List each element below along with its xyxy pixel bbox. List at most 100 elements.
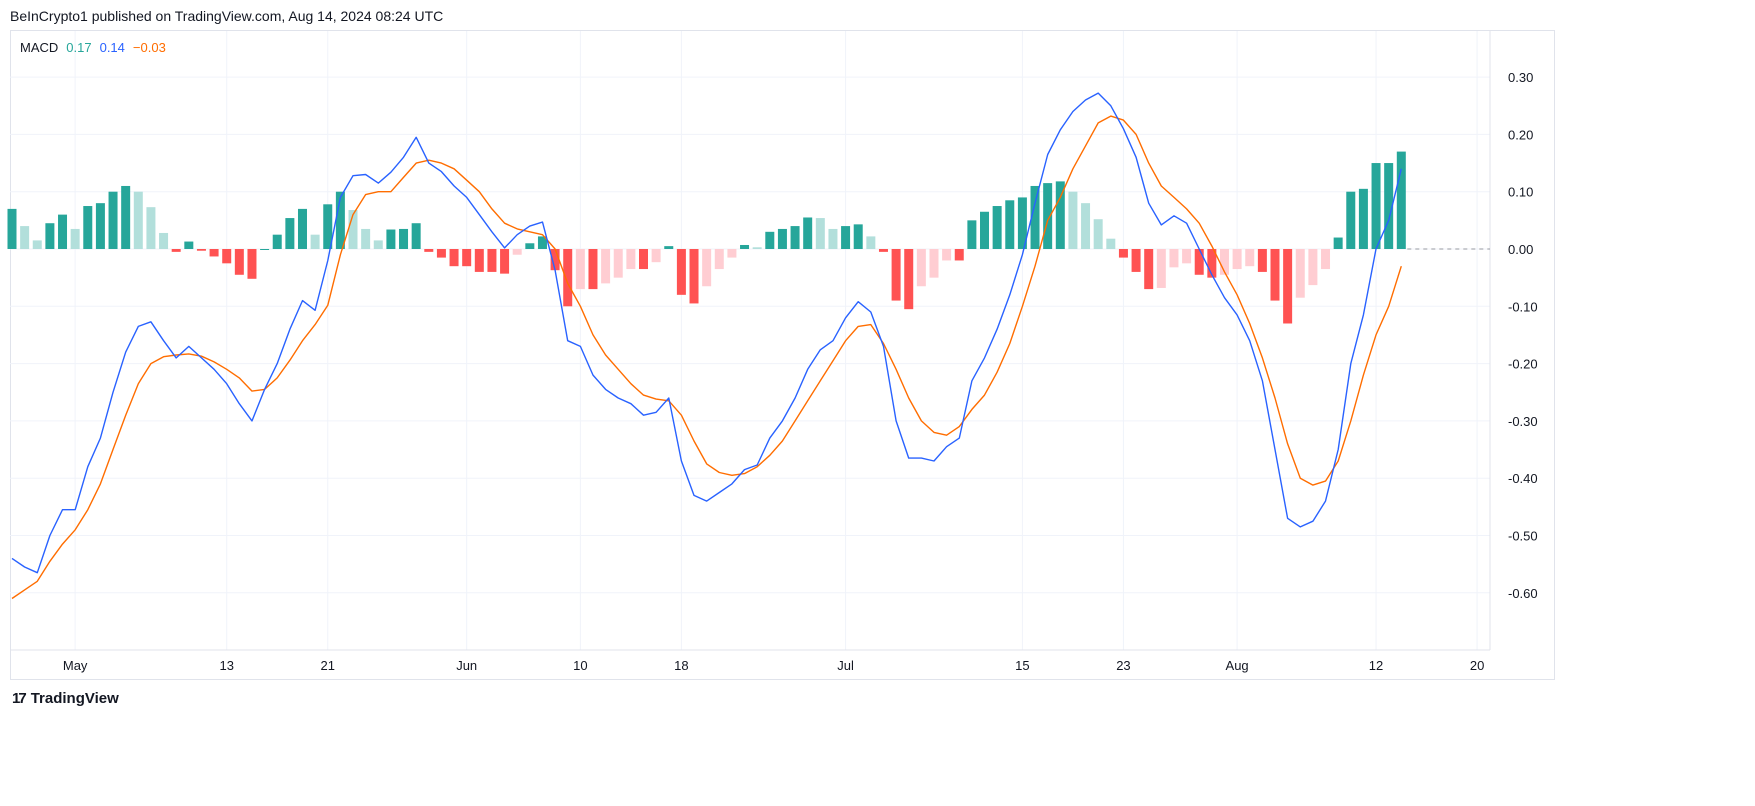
- histogram-bar: [904, 249, 914, 310]
- y-tick-label: 0.00: [1508, 242, 1533, 257]
- y-tick-label: -0.60: [1508, 586, 1538, 601]
- histogram-bar: [1106, 238, 1116, 249]
- histogram-bar: [1005, 200, 1015, 249]
- histogram-bar: [348, 210, 358, 249]
- histogram-bar: [651, 249, 661, 263]
- histogram-bar: [765, 231, 775, 249]
- x-tick-label: May: [63, 658, 88, 673]
- x-tick-label: 23: [1116, 658, 1130, 673]
- histogram-bar: [537, 236, 547, 249]
- histogram-bar: [474, 249, 484, 272]
- y-tick-label: -0.40: [1508, 471, 1538, 486]
- histogram-bar: [323, 204, 333, 249]
- histogram-bar: [1232, 249, 1242, 270]
- histogram-bar: [1219, 249, 1229, 275]
- histogram-bar: [1270, 249, 1280, 301]
- y-tick-label: -0.50: [1508, 529, 1538, 544]
- histogram-bar: [1017, 197, 1027, 249]
- histogram-bar: [714, 249, 724, 270]
- histogram-bar: [487, 249, 497, 272]
- histogram-bar: [234, 249, 244, 275]
- y-tick-label: 0.20: [1508, 127, 1533, 142]
- x-tick-label: Aug: [1226, 658, 1249, 673]
- histogram-bar: [272, 234, 282, 249]
- histogram-bar: [967, 220, 977, 249]
- histogram-bar: [916, 249, 926, 287]
- histogram-bar: [740, 244, 750, 249]
- histogram-bar: [222, 249, 232, 264]
- histogram-bar: [525, 243, 535, 249]
- histogram-bar: [146, 207, 156, 249]
- histogram-bar: [386, 229, 396, 249]
- histogram-bar: [45, 223, 55, 249]
- histogram-bar: [83, 206, 93, 249]
- histogram-bar: [512, 249, 522, 255]
- x-tick-label: 21: [321, 658, 335, 673]
- histogram-bar: [436, 249, 446, 258]
- histogram-bar: [942, 249, 952, 261]
- histogram-bar: [411, 223, 421, 249]
- legend-histogram-value: 0.17: [66, 40, 92, 55]
- histogram-bar: [209, 249, 219, 257]
- histogram-bar: [803, 217, 813, 249]
- legend-macd-value: 0.14: [99, 40, 125, 55]
- histogram-bar: [424, 249, 434, 252]
- histogram-bar: [184, 241, 194, 249]
- indicator-legend[interactable]: MACD 0.17 0.14 −0.03: [20, 40, 166, 55]
- x-tick-label: 10: [573, 658, 587, 673]
- histogram-bar: [1321, 249, 1331, 270]
- x-tick-label: 20: [1470, 658, 1484, 673]
- histogram-bar: [196, 249, 206, 251]
- histogram-bar: [20, 226, 30, 249]
- y-tick-label: -0.30: [1508, 414, 1538, 429]
- histogram-bar: [575, 249, 585, 290]
- y-tick-label: -0.10: [1508, 299, 1538, 314]
- histogram-bar: [992, 206, 1002, 249]
- histogram-bar: [1308, 249, 1318, 286]
- chart-frame: [10, 30, 1555, 680]
- histogram-bar: [866, 236, 876, 249]
- signal-line: [11, 115, 1402, 600]
- histogram-bar: [853, 224, 863, 249]
- histogram-bar: [449, 249, 459, 267]
- histogram-bar: [1144, 249, 1154, 290]
- y-tick-label: 0.10: [1508, 185, 1533, 200]
- histogram-bar: [1245, 249, 1255, 267]
- histogram-bar: [1194, 249, 1204, 275]
- x-tick-label: 13: [219, 658, 233, 673]
- histogram-bar: [310, 234, 320, 249]
- publish-info: BeInCrypto1 published on TradingView.com…: [10, 8, 444, 24]
- histogram-bar: [727, 249, 737, 258]
- histogram-bar: [1081, 203, 1091, 249]
- histogram-bar: [297, 208, 307, 249]
- histogram-bar: [247, 249, 257, 279]
- histogram-bar: [58, 214, 68, 249]
- histogram-bar: [1257, 249, 1267, 272]
- histogram-bar: [1169, 249, 1179, 268]
- footer-brand[interactable]: 17 TradingView: [12, 690, 119, 707]
- histogram-bar: [399, 228, 409, 249]
- histogram-bar: [828, 228, 838, 249]
- histogram-bar: [108, 191, 118, 249]
- histogram-bar: [121, 185, 131, 249]
- histogram-bar: [1333, 237, 1343, 249]
- histogram-bar: [171, 249, 181, 252]
- histogram-bar: [1156, 249, 1166, 288]
- histogram-bar: [1093, 219, 1103, 249]
- histogram-bar: [285, 218, 295, 249]
- histogram-bar: [841, 226, 851, 249]
- histogram-bar: [1043, 183, 1053, 249]
- histogram-bar: [1371, 163, 1381, 249]
- histogram-bar: [70, 228, 80, 249]
- tradingview-logo-icon: 17: [12, 690, 27, 707]
- histogram-bar: [500, 249, 510, 274]
- histogram-bar: [702, 249, 712, 287]
- y-tick-label: -0.20: [1508, 357, 1538, 372]
- histogram-bar: [462, 249, 472, 267]
- histogram-bar: [550, 249, 560, 271]
- histogram-bar: [1207, 249, 1217, 278]
- histogram-bar: [159, 232, 169, 249]
- histogram-bar: [361, 228, 371, 249]
- histogram-bar: [260, 249, 270, 250]
